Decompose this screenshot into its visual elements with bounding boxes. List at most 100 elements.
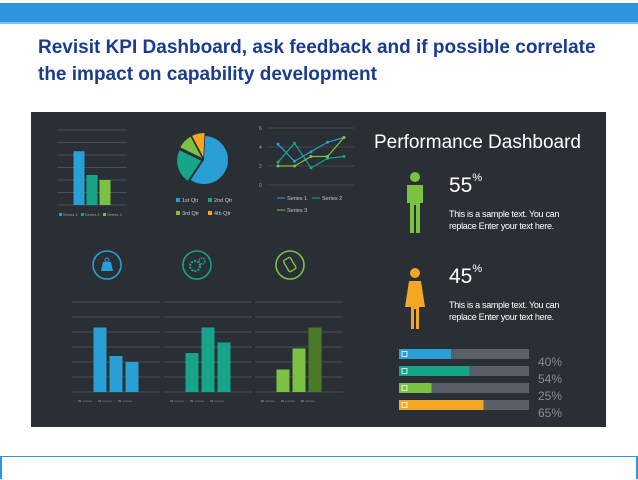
legend-swatch [170,400,173,402]
legend-swatch [190,400,193,402]
progress-fill [399,349,451,359]
progress-label-3: 25% [538,389,563,403]
line-point [342,136,346,139]
progress-track [399,349,529,359]
legend-label: Series 3 [107,212,122,217]
line-point [293,159,296,163]
scale-icon [92,250,122,280]
legend-label: Series 1 [63,212,78,217]
line-legend-label: Series 2 [322,196,342,202]
y-tick-label: 0 [259,183,262,189]
monitor-icon [401,351,408,357]
bar-series-2 [292,348,306,392]
circle-icons [92,250,305,280]
line-point [293,164,296,168]
footer-bar [0,456,638,480]
bar-series-3 [125,362,139,392]
legend-label [214,400,224,402]
line-point [309,150,313,154]
share-icon [401,368,408,374]
pie-legend-swatch [208,198,212,202]
legend-swatch [261,400,264,402]
footer-right-edge [636,456,638,479]
line-point [276,164,280,168]
legend-label [174,400,184,402]
line-point [342,155,346,158]
progress-fill [399,383,432,393]
legend-swatch [103,213,106,216]
bar-chart-top-left: Series 1 Series 2 Series 3 [57,129,127,217]
y-tick-label: 2 [259,164,262,170]
bar-series-3 [217,342,231,392]
pie-legend-label: 4th Qtr [214,211,231,217]
female-figure-icon [405,268,425,329]
legend-label [194,400,204,402]
line-legend-label: Series 1 [287,196,307,202]
bar-series-2 [201,327,215,392]
pie-legend-label: 3rd Qtr [182,211,199,217]
legend-label [82,400,92,402]
line-legend-label: Series 3 [287,208,307,214]
bar-chart-bottom-1 [72,301,160,402]
legend-label [285,400,295,402]
progress-fill [399,366,470,376]
pie-legend-swatch [176,198,180,202]
slide-title: Revisit KPI Dashboard, ask feedback and … [38,37,596,85]
gears-icon [182,250,212,280]
legend-swatch [301,400,304,402]
legend-label [102,400,112,402]
line-point [326,155,329,158]
progress-label-2: 54% [538,372,563,386]
legend-label: Series 2 [85,212,100,217]
female-description: This is a sample text. You can replace En… [449,300,560,322]
male-description: This is a sample text. You can replace En… [449,209,560,231]
legend-swatch [210,400,213,402]
pie-slice-3rd-qtr [180,136,202,158]
bar-series-1 [276,369,290,392]
folder-icon [401,402,408,408]
pie-legend-swatch [176,211,180,215]
y-tick-label: 6 [259,126,262,132]
people-figures [405,172,425,329]
legend-swatch [81,213,84,216]
male-figure-icon [407,172,423,233]
legend-swatch [281,400,284,402]
line-point [276,160,280,164]
legend-swatch [98,400,101,402]
pie-legend-swatch [208,211,212,215]
line-point [309,155,313,158]
progress-label-4: 65% [538,406,563,420]
bar-series-2 [109,356,123,392]
progress-fill [399,400,484,410]
line-chart: 0 2 4 6 Series 1 Series 2 Series 3 [259,126,354,214]
phone-icon [275,250,305,280]
legend-swatch [59,213,62,216]
legend-label [265,400,275,402]
bar-chart-bottom-2 [164,301,252,402]
legend-label [305,400,315,402]
progress-track [399,383,529,393]
footer-left-edge [0,456,2,479]
bar-series-1 [93,327,107,392]
bar-series-1 [185,353,199,392]
male-percent: 55% [449,172,483,197]
pie-legend-label: 2nd Qtr [214,198,233,204]
top-stripe-light [0,22,638,24]
chart-icon [401,385,408,391]
pie-slice-2nd-qtr [177,150,202,181]
female-percent: 45% [449,263,483,288]
pie-slice-1st-qtr [190,136,228,184]
legend-swatch [78,400,81,402]
bar-series-1 [73,151,85,205]
progress-label-1: 40% [538,355,563,369]
dashboard-heading: Performance Dashboard [374,132,581,153]
progress-bars [399,349,529,410]
line-point [276,142,280,146]
bar-series-2 [86,175,98,205]
top-stripe [0,0,638,3]
bar-chart-bottom-3 [255,301,343,402]
line-point [309,166,313,170]
pie-chart: 1st Qtr 2nd Qtr 3rd Qtr 4th Qtr [176,133,233,217]
legend-label [122,400,132,402]
